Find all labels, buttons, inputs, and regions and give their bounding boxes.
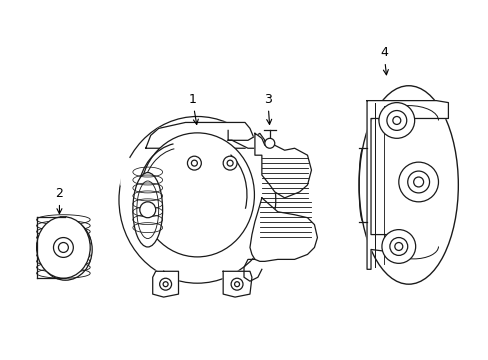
Polygon shape bbox=[145, 122, 254, 148]
Text: 2: 2 bbox=[56, 187, 63, 214]
Circle shape bbox=[59, 243, 68, 252]
Polygon shape bbox=[121, 155, 131, 188]
Ellipse shape bbox=[358, 86, 457, 284]
Circle shape bbox=[231, 278, 243, 290]
Circle shape bbox=[407, 171, 428, 193]
Circle shape bbox=[160, 278, 171, 290]
Circle shape bbox=[191, 160, 197, 166]
Circle shape bbox=[386, 111, 406, 130]
Polygon shape bbox=[366, 100, 447, 269]
Polygon shape bbox=[249, 198, 317, 261]
Text: 3: 3 bbox=[264, 93, 271, 125]
Polygon shape bbox=[152, 271, 178, 297]
Polygon shape bbox=[254, 133, 311, 198]
Ellipse shape bbox=[133, 172, 163, 247]
Polygon shape bbox=[223, 271, 251, 297]
Circle shape bbox=[226, 160, 233, 166]
Polygon shape bbox=[228, 130, 264, 148]
Text: 1: 1 bbox=[188, 93, 198, 125]
Ellipse shape bbox=[119, 117, 275, 283]
Text: 4: 4 bbox=[379, 46, 387, 75]
Circle shape bbox=[223, 156, 237, 170]
Circle shape bbox=[389, 238, 407, 255]
Circle shape bbox=[53, 238, 73, 257]
Circle shape bbox=[140, 202, 155, 218]
Circle shape bbox=[187, 156, 201, 170]
Ellipse shape bbox=[37, 217, 90, 278]
Circle shape bbox=[381, 230, 415, 264]
Ellipse shape bbox=[39, 219, 92, 280]
Circle shape bbox=[264, 138, 274, 148]
Circle shape bbox=[398, 162, 438, 202]
Ellipse shape bbox=[140, 133, 254, 257]
Circle shape bbox=[378, 103, 414, 138]
